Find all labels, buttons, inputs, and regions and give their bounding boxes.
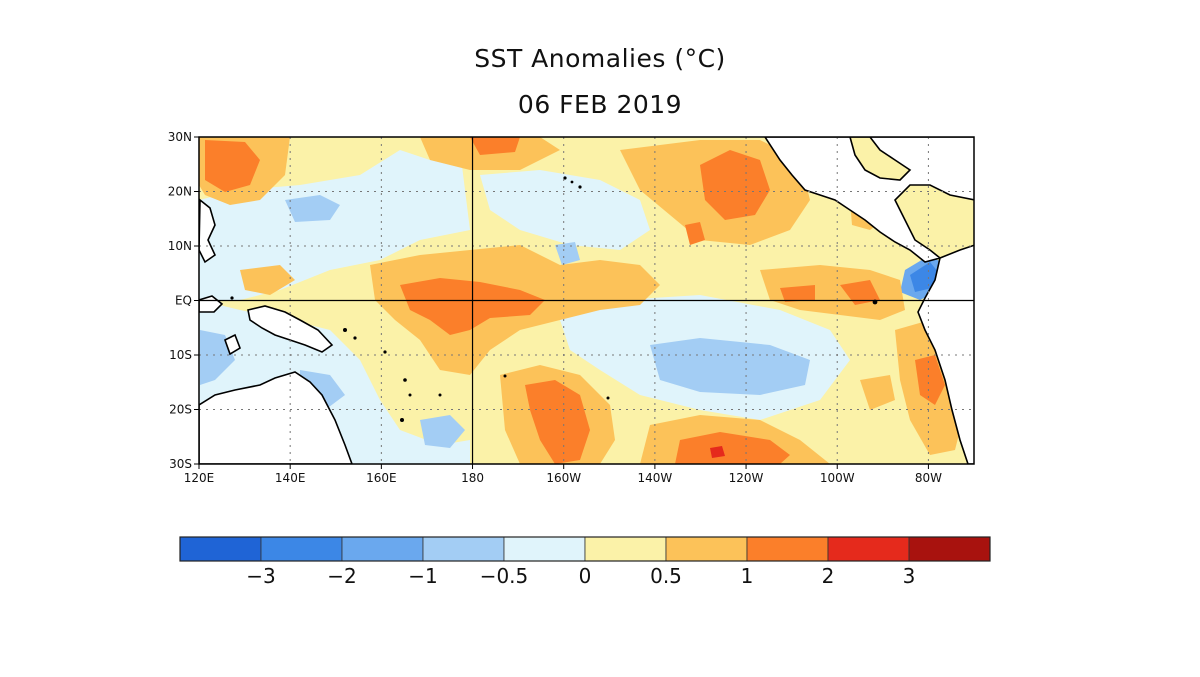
colorbar-label: −2: [327, 564, 356, 588]
colorbar-swatch: [827, 536, 910, 562]
lon-tick-label: 120W: [729, 471, 764, 485]
colorbar-swatch: [908, 536, 991, 562]
lat-tick-label: 30N: [168, 130, 192, 144]
grid-lines: [199, 137, 974, 464]
lat-tick-label: EQ: [175, 294, 192, 308]
colorbar-swatch: [179, 536, 262, 562]
colorbar-label: −0.5: [480, 564, 529, 588]
lat-tick-label: 10N: [168, 239, 192, 253]
colorbar-swatch: [503, 536, 586, 562]
colorbar-label: 0.5: [650, 564, 682, 588]
island-markers: [230, 176, 878, 422]
lat-tick-label: 30S: [169, 457, 192, 471]
colorbar-swatch: [341, 536, 424, 562]
map-title: SST Anomalies (°C): [474, 44, 726, 73]
colorbar-frame: [179, 536, 991, 562]
lon-tick-label: 140W: [637, 471, 672, 485]
lon-tick-label: 120E: [184, 471, 215, 485]
lon-tick-label: 180: [461, 471, 484, 485]
colorbar-swatch: [665, 536, 748, 562]
lon-tick-label: 140E: [275, 471, 306, 485]
colorbar-swatch: [746, 536, 829, 562]
colorbar-label: 2: [822, 564, 835, 588]
lat-tick-label: 20N: [168, 185, 192, 199]
lon-tick-label: 80W: [915, 471, 942, 485]
lon-tick-label: 160W: [546, 471, 581, 485]
map-date: 06 FEB 2019: [517, 90, 683, 119]
lon-tick-label: 100W: [820, 471, 855, 485]
lat-tick-label: 10S: [169, 348, 192, 362]
colorbar-label: 3: [903, 564, 916, 588]
colorbar-label: 1: [741, 564, 754, 588]
colorbar-label: −1: [408, 564, 437, 588]
lat-tick-label: 20S: [169, 403, 192, 417]
colorbar-swatch: [584, 536, 667, 562]
colorbar: −3 −2 −1 −0.5 0 0.5 1 2 3: [179, 536, 991, 588]
lon-tick-label: 160E: [366, 471, 397, 485]
colorbar-label: −3: [246, 564, 275, 588]
colorbar-label: 0: [579, 564, 592, 588]
colorbar-swatch: [422, 536, 505, 562]
colorbar-swatch: [260, 536, 343, 562]
